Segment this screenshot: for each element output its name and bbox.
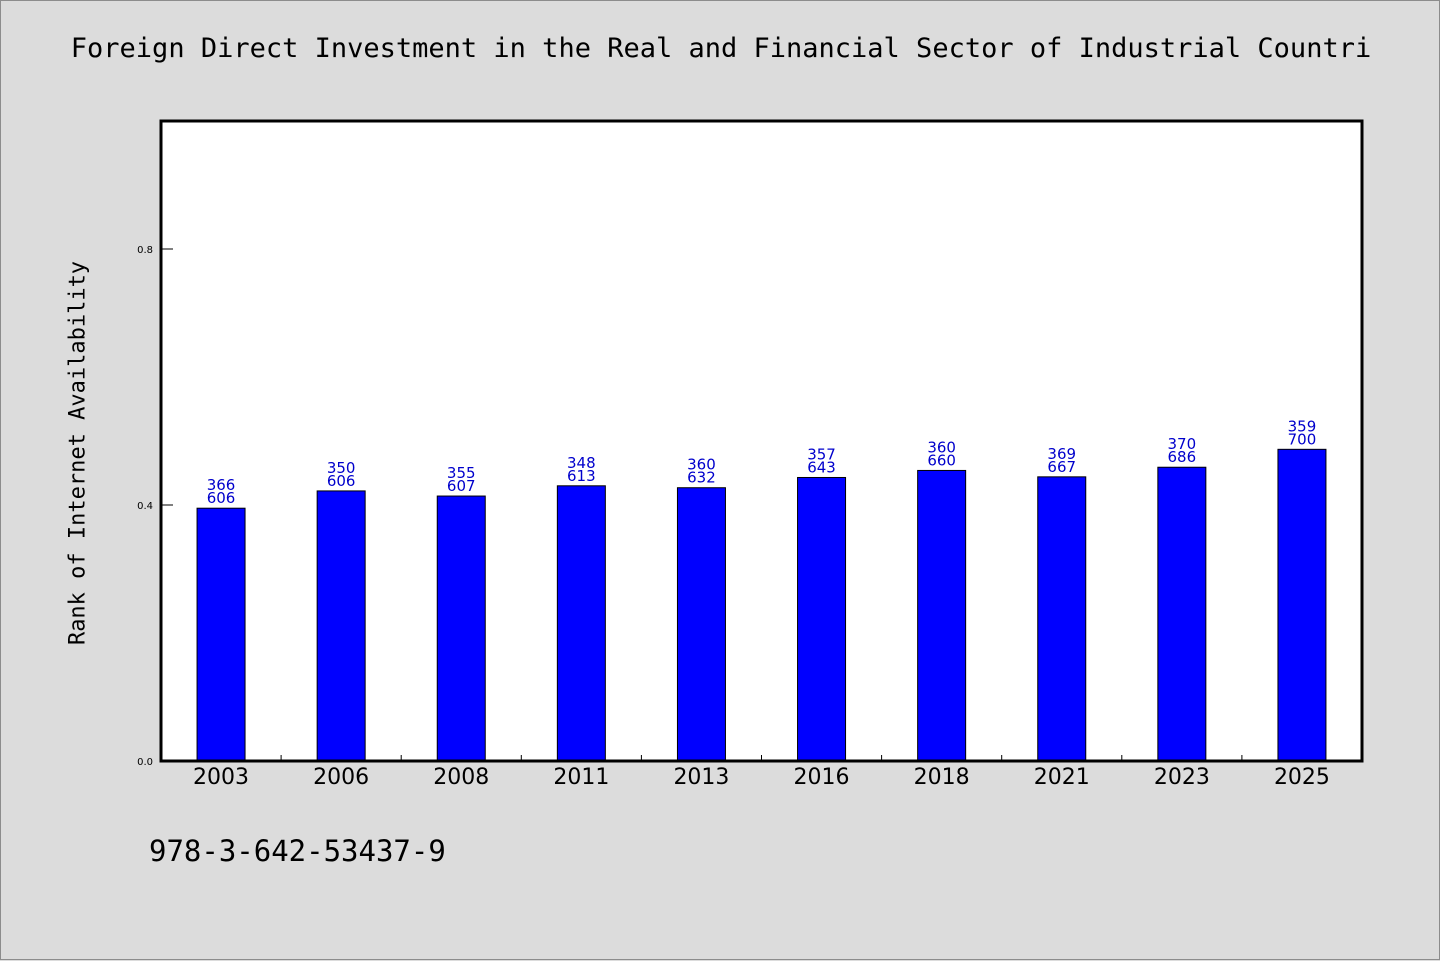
bar [436, 495, 486, 762]
x-tick-label: 2016 [794, 765, 850, 790]
x-tick-label: 2023 [1154, 765, 1210, 790]
bar [797, 476, 847, 762]
bar-data-label: 350 [327, 459, 356, 477]
y-tick-label: 0.0 [137, 757, 153, 768]
bar [1157, 466, 1207, 762]
bar-data-label: 667 [1047, 458, 1076, 476]
bar-data-label: 348 [567, 454, 596, 472]
bar-data-label: 606 [327, 472, 356, 490]
x-tick-label: 2011 [553, 765, 609, 790]
bar [196, 507, 246, 762]
bar-data-label: 359 [1288, 417, 1317, 435]
y-tick-label: 0.4 [137, 501, 153, 512]
bar [1277, 448, 1327, 762]
y-tick-label: 0.8 [137, 245, 153, 256]
bar [556, 485, 606, 762]
bar-data-label: 606 [207, 489, 236, 507]
bar-data-label: 370 [1168, 435, 1197, 453]
bar-data-label: 366 [207, 476, 236, 494]
chart-title: Foreign Direct Investment in the Real an… [70, 33, 1372, 64]
bar-data-label: 660 [927, 451, 956, 469]
bar [316, 490, 366, 762]
bar-data-label: 632 [687, 469, 716, 487]
x-tick-label: 2006 [313, 765, 369, 790]
x-tick-label: 2008 [433, 765, 489, 790]
x-tick-label: 2003 [193, 765, 249, 790]
bar-data-label: 357 [807, 445, 836, 463]
bar-data-label: 355 [447, 464, 476, 482]
bar-data-label: 607 [447, 477, 476, 495]
bar-data-label: 613 [567, 467, 596, 485]
bar [1037, 476, 1087, 762]
bar-data-label: 643 [807, 458, 836, 476]
bar-data-label: 369 [1047, 445, 1076, 463]
x-tick-label: 2021 [1034, 765, 1090, 790]
x-tick-label: 2018 [914, 765, 970, 790]
bar [917, 469, 967, 762]
bar-data-label: 360 [687, 456, 716, 474]
footer-code: 978-3-642-53437-9 [149, 834, 446, 868]
x-tick-label: 2013 [673, 765, 729, 790]
bar [676, 487, 726, 762]
bar-data-label: 686 [1168, 448, 1197, 466]
bar-data-label: 700 [1288, 430, 1317, 448]
x-tick-label: 2025 [1274, 765, 1330, 790]
plot-border [159, 119, 1364, 763]
bar-data-label: 360 [927, 438, 956, 456]
